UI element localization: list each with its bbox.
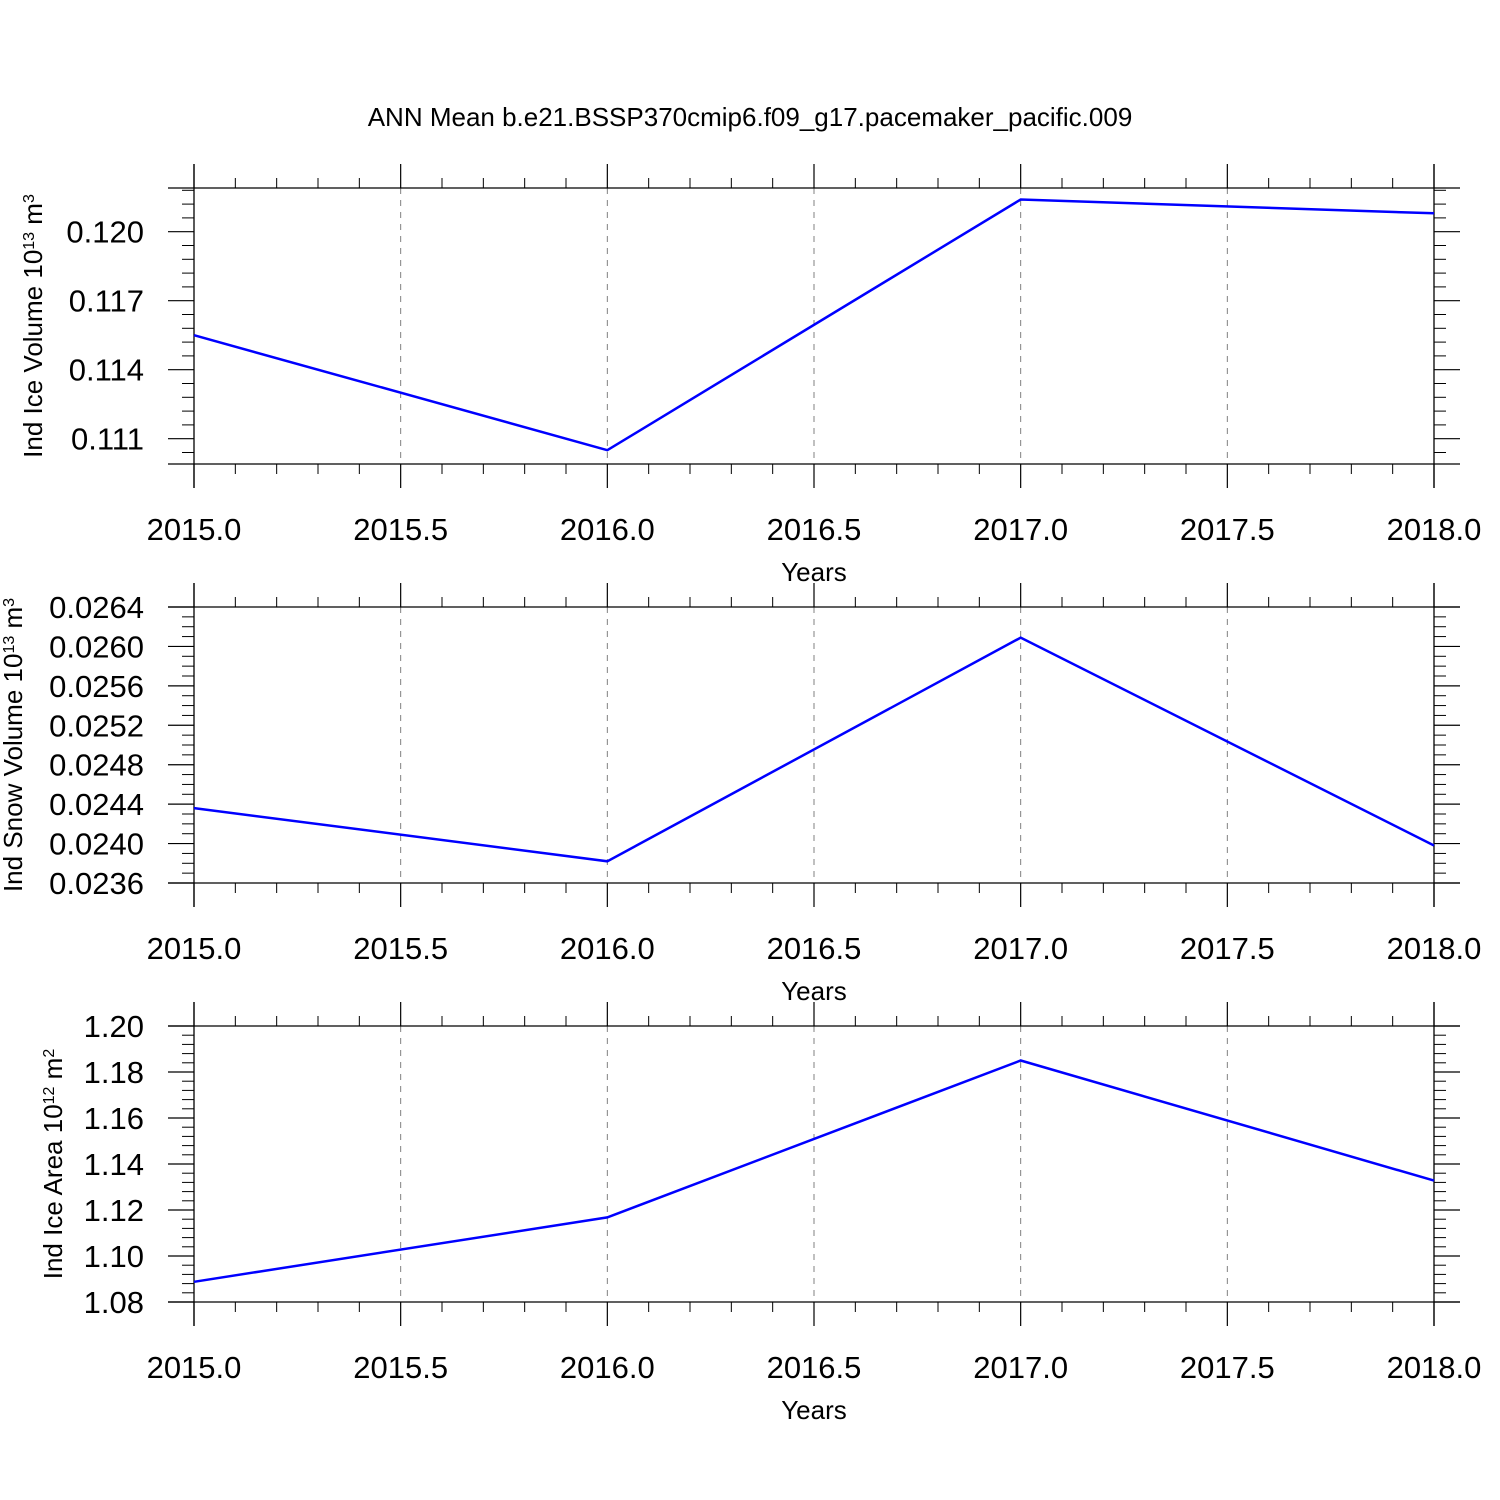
y-axis-title: Ind Snow Volume 1013 m3 — [0, 598, 28, 892]
y-tick-label: 0.117 — [69, 284, 144, 319]
panel-ice-area: 2015.0 2015.5 2016.0 2016.5 2017.0 2017.5 2018… — [38, 1002, 1481, 1425]
x-axis-title: Years — [781, 1395, 847, 1425]
x-tick-label: 2016.5 — [767, 512, 862, 547]
y-tick-label: 1.20 — [84, 1009, 144, 1044]
x-tick-label: 2016.0 — [560, 931, 655, 966]
y-tick-label: 0.120 — [66, 215, 144, 250]
x-tick-label: 2015.0 — [147, 1350, 242, 1385]
x-tick-label: 2018.0 — [1387, 1350, 1482, 1385]
y-axis-title: Ind Ice Area 1012 m2 — [38, 1049, 68, 1280]
x-tick-label: 2018.0 — [1387, 512, 1482, 547]
y-tick-label: 0.0244 — [49, 787, 144, 822]
x-tick-label: 2015.5 — [353, 931, 448, 966]
x-tick-label: 2017.5 — [1180, 931, 1275, 966]
y-tick-label: 0.0264 — [49, 590, 144, 625]
x-tick-label: 2015.5 — [353, 1350, 448, 1385]
x-tick-label: 2017.5 — [1180, 1350, 1275, 1385]
x-tick-label: 2017.0 — [973, 1350, 1068, 1385]
series-line — [193, 636, 1435, 863]
x-tick-label: 2018.0 — [1387, 931, 1482, 966]
y-tick-label: 1.12 — [84, 1193, 144, 1228]
y-tick-label: 0.0236 — [49, 866, 144, 901]
y-tick-label: 0.114 — [69, 353, 144, 388]
series-line — [193, 198, 1435, 452]
y-tick-label: 1.16 — [84, 1101, 144, 1136]
x-tick-label: 2016.5 — [767, 931, 862, 966]
x-tick-label: 2015.0 — [147, 931, 242, 966]
y-tick-label: 0.0240 — [49, 827, 144, 862]
x-axis-title: Years — [781, 557, 847, 587]
x-tick-label: 2016.0 — [560, 512, 655, 547]
y-tick-label: 1.18 — [84, 1055, 144, 1090]
y-tick-label: 0.0252 — [49, 708, 144, 743]
x-axis-title: Years — [781, 976, 847, 1006]
panel-snow-volume: 2015.0 2015.5 2016.0 2016.5 2017.0 2017.5 2018… — [0, 583, 1481, 1006]
panel-ice-volume: 2015.0 2015.5 2016.0 2016.5 2017.0 2017.5 2018… — [18, 164, 1481, 587]
y-tick-label: 1.14 — [84, 1147, 144, 1182]
x-tick-label: 2015.0 — [147, 512, 242, 547]
y-tick-label: 1.08 — [84, 1285, 144, 1320]
y-tick-label: 0.0256 — [49, 669, 144, 704]
y-tick-label: 1.10 — [84, 1239, 144, 1274]
x-tick-label: 2016.5 — [767, 1350, 862, 1385]
x-tick-label: 2015.5 — [353, 512, 448, 547]
figure-title: ANN Mean b.e21.BSSP370cmip6.f09_g17.pace… — [368, 102, 1133, 132]
x-tick-label: 2016.0 — [560, 1350, 655, 1385]
y-tick-label: 0.0260 — [49, 629, 144, 664]
y-tick-label: 0.111 — [71, 422, 144, 457]
y-axis-title: Ind Ice Volume 1013 m3 — [18, 194, 48, 458]
series-line — [193, 1059, 1435, 1284]
x-tick-label: 2017.0 — [973, 931, 1068, 966]
x-tick-label: 2017.0 — [973, 512, 1068, 547]
x-tick-label: 2017.5 — [1180, 512, 1275, 547]
y-tick-label: 0.0248 — [49, 748, 144, 783]
